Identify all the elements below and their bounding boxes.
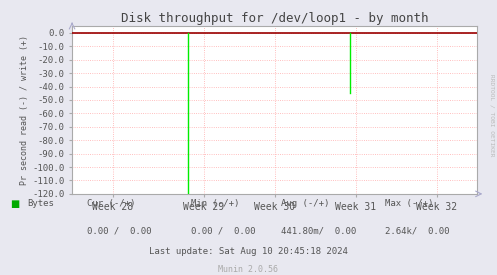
Text: Avg (-/+): Avg (-/+) [281,199,329,208]
Text: Last update: Sat Aug 10 20:45:18 2024: Last update: Sat Aug 10 20:45:18 2024 [149,248,348,257]
Text: Max (-/+): Max (-/+) [385,199,433,208]
Text: 441.80m/  0.00: 441.80m/ 0.00 [281,227,356,236]
Text: Munin 2.0.56: Munin 2.0.56 [219,265,278,274]
Text: Min (-/+): Min (-/+) [191,199,240,208]
Text: ■: ■ [10,199,19,209]
Text: 0.00 /  0.00: 0.00 / 0.00 [87,227,152,236]
Text: RRDTOOL / TOBI OETIKER: RRDTOOL / TOBI OETIKER [490,74,495,157]
Text: 2.64k/  0.00: 2.64k/ 0.00 [385,227,450,236]
Text: 0.00 /  0.00: 0.00 / 0.00 [191,227,256,236]
Text: Cur (-/+): Cur (-/+) [87,199,135,208]
Title: Disk throughput for /dev/loop1 - by month: Disk throughput for /dev/loop1 - by mont… [121,12,428,25]
Y-axis label: Pr second read (-) / write (+): Pr second read (-) / write (+) [20,35,29,185]
Text: Bytes: Bytes [27,199,54,208]
